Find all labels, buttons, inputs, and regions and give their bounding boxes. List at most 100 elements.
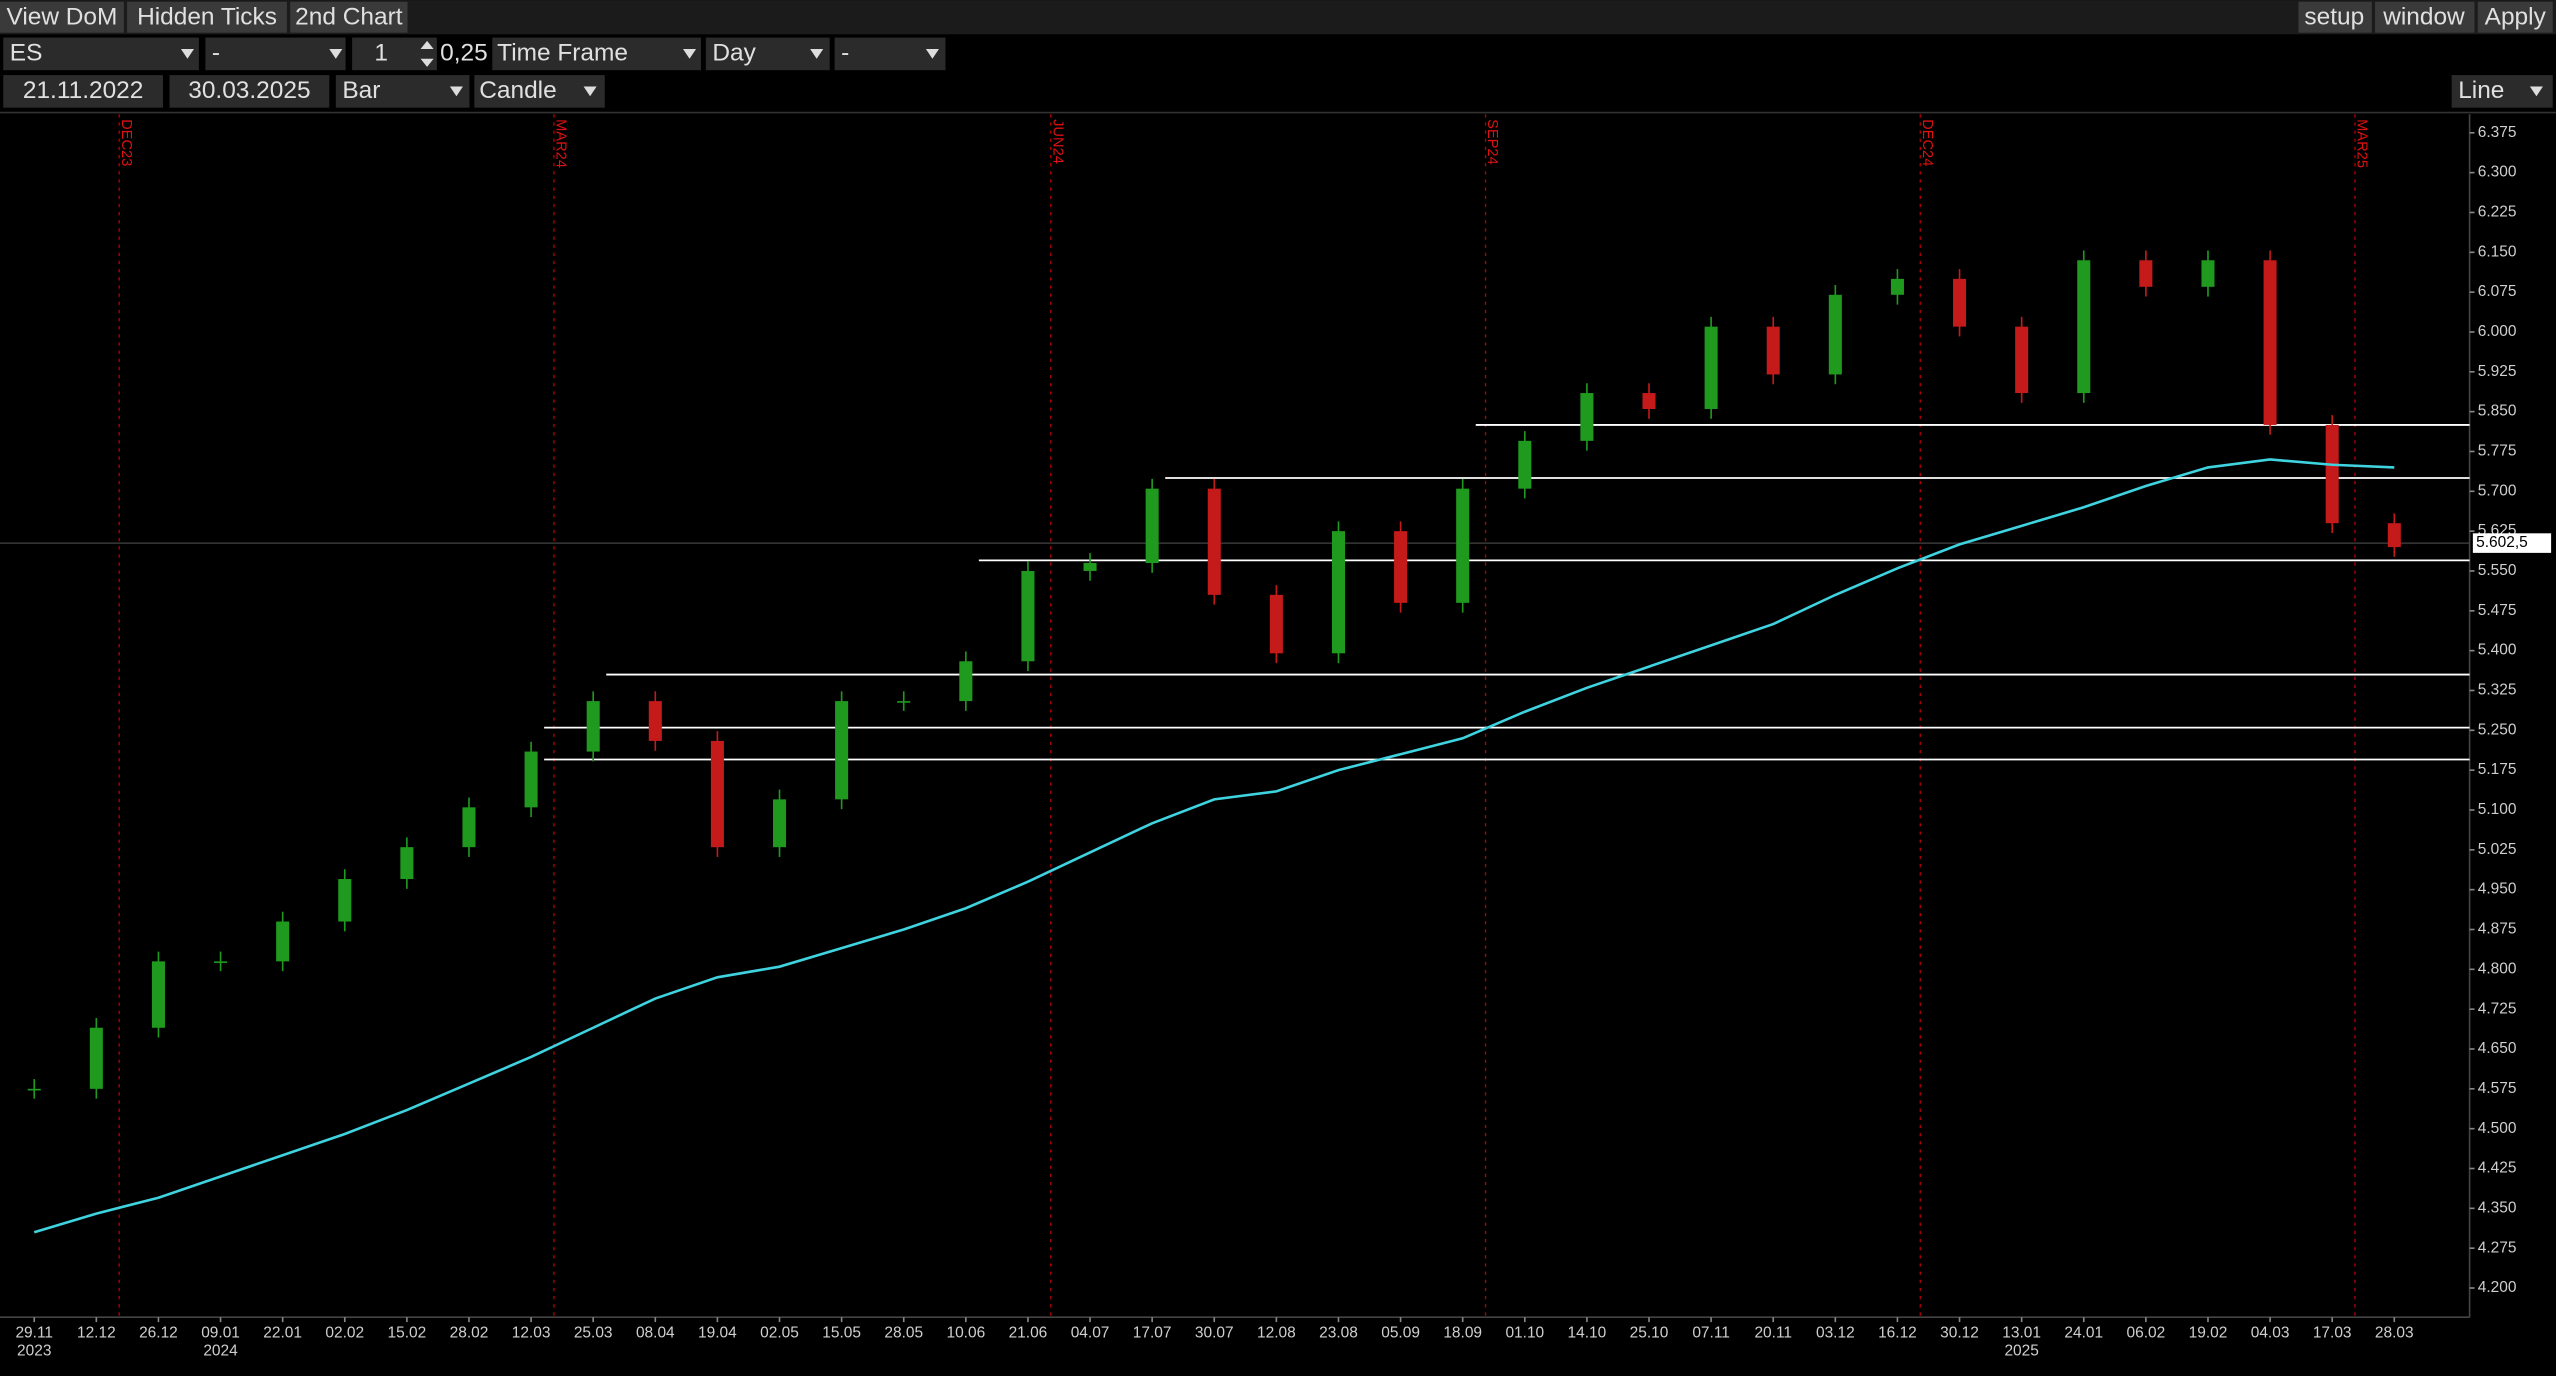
spin-arrows: [420, 40, 434, 67]
dropdown[interactable]: [705, 37, 830, 71]
dropdown[interactable]: [492, 37, 701, 71]
arrow: [449, 86, 463, 97]
arrow: [329, 49, 343, 59]
button-label[interactable]: 2nd Chart: [295, 3, 403, 30]
y-tick-label: 4.350: [2478, 1199, 2517, 1216]
y-tick-label: 5.775: [2478, 443, 2517, 460]
to-date[interactable]: 30.03.2025: [188, 77, 310, 104]
bar-type[interactable]: Bar: [342, 77, 380, 104]
y-tick-label: 5.025: [2478, 841, 2517, 858]
button[interactable]: [290, 1, 408, 33]
candle: [1704, 326, 1718, 409]
x-tick-label: 15.02: [388, 1325, 427, 1342]
button-label[interactable]: Hidden Ticks: [137, 3, 277, 30]
line-mode[interactable]: Line: [2458, 77, 2504, 104]
y-tick-label: 5.925: [2478, 363, 2517, 380]
last-price-box: [2472, 533, 2552, 553]
candle: [1394, 531, 1408, 603]
x-tick-label: 25.10: [1630, 1325, 1669, 1342]
x-tick-label: 16.12: [1878, 1325, 1917, 1342]
y-tick-label: 6.375: [2478, 124, 2517, 141]
moving-average: [33, 458, 2395, 1234]
x-tick-label: 28.02: [450, 1325, 489, 1342]
from-date[interactable]: 21.11.2022: [23, 77, 144, 104]
y-tick-label: 5.100: [2478, 801, 2517, 818]
x-tick-label: 04.03: [2251, 1325, 2290, 1342]
button-label[interactable]: window: [2382, 3, 2465, 30]
y-tick-label: 4.500: [2478, 1120, 2517, 1137]
button[interactable]: [2298, 1, 2372, 33]
timeframe[interactable]: Day: [712, 39, 756, 66]
timeframe-label[interactable]: Time Frame: [497, 39, 628, 66]
x-tick-label: 09.01: [201, 1325, 240, 1342]
field[interactable]: -: [841, 39, 849, 66]
x-tick-label: 05.09: [1381, 1325, 1420, 1342]
candle: [2201, 260, 2215, 287]
button[interactable]: [2477, 1, 2553, 33]
date-field[interactable]: [169, 75, 330, 108]
candle: [648, 701, 662, 741]
candle: [1083, 563, 1097, 571]
dropdown[interactable]: [335, 75, 470, 108]
x-tick-label: 02.02: [325, 1325, 364, 1342]
y-tick-label: 5.700: [2478, 482, 2517, 499]
candle: [2263, 260, 2277, 425]
contract-label: JUN24: [1049, 119, 1065, 164]
dropdown[interactable]: [474, 75, 605, 108]
x-tick-label: 18.09: [1443, 1325, 1482, 1342]
x-tick-label: 30.07: [1195, 1325, 1234, 1342]
candle: [1766, 326, 1780, 375]
arrow: [925, 49, 939, 59]
y-tick-label: 4.650: [2478, 1040, 2517, 1057]
dropdown[interactable]: [205, 37, 346, 71]
x-tick-label: 12.08: [1257, 1325, 1296, 1342]
contract-label: MAR25: [2354, 119, 2370, 168]
year-label: 2025: [2004, 1343, 2038, 1360]
x-tick-label: 06.02: [2127, 1325, 2166, 1342]
y-tick-label: 6.000: [2478, 323, 2517, 340]
dropdown[interactable]: [3, 37, 199, 71]
spinner[interactable]: [352, 37, 437, 71]
x-tick-label: 03.12: [1816, 1325, 1855, 1342]
y-tick-label: 6.300: [2478, 164, 2517, 181]
date-field[interactable]: [3, 75, 164, 108]
x-tick-label: 24.01: [2064, 1325, 2103, 1342]
y-tick-label: 5.250: [2478, 721, 2517, 738]
contract-label: DEC24: [1919, 119, 1935, 166]
x-tick-label: 23.08: [1319, 1325, 1358, 1342]
y-tick-label: 5.850: [2478, 403, 2517, 420]
last-price-label: 5.602,5: [2476, 534, 2528, 551]
chart-style[interactable]: Candle: [479, 77, 556, 104]
button[interactable]: [127, 1, 287, 33]
x-tick-label: 22.01: [263, 1325, 302, 1342]
x-tick-label: 12.03: [512, 1325, 551, 1342]
arrow: [180, 49, 194, 59]
button[interactable]: [2375, 1, 2475, 33]
candle: [89, 1027, 103, 1089]
candle: [1331, 531, 1345, 654]
y-tick-label: 6.150: [2478, 243, 2517, 260]
button-label[interactable]: View DoM: [6, 3, 117, 30]
candle: [462, 807, 476, 848]
candle: [897, 701, 911, 703]
x-tick-label: 19.04: [698, 1325, 737, 1342]
candle: [2077, 260, 2091, 394]
candle: [1580, 393, 1594, 441]
x-tick-label: 01.10: [1505, 1325, 1544, 1342]
button[interactable]: [0, 1, 124, 33]
quantity[interactable]: 1: [374, 39, 388, 66]
x-tick-label: 07.11: [1692, 1325, 1730, 1342]
symbol[interactable]: ES: [10, 39, 43, 66]
row2: ES - 1 0,25 Time Frame Day -: [3, 37, 946, 71]
dropdown[interactable]: [834, 37, 946, 71]
button-label[interactable]: setup: [2304, 3, 2364, 30]
y-tick-label: 4.800: [2478, 960, 2517, 977]
candle: [400, 847, 414, 880]
button-label[interactable]: Apply: [2485, 3, 2547, 30]
y-tick-label: 5.325: [2478, 682, 2517, 699]
field[interactable]: -: [212, 39, 220, 66]
candle: [835, 701, 849, 800]
candle: [214, 961, 228, 963]
